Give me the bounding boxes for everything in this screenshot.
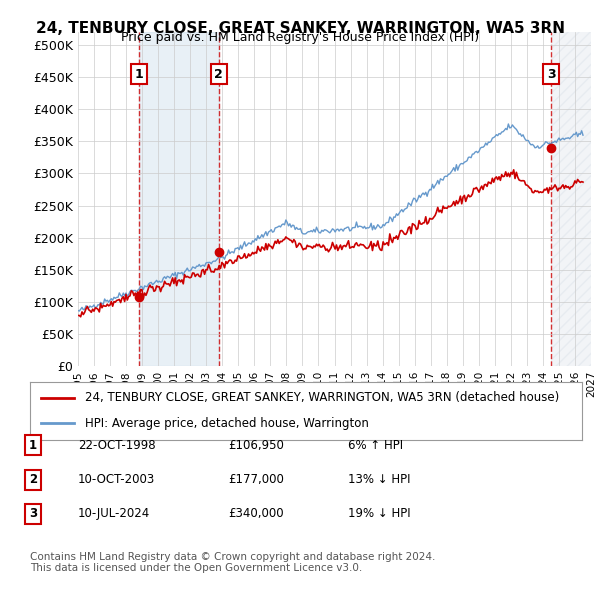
Text: £106,950: £106,950 bbox=[228, 439, 284, 452]
Text: 3: 3 bbox=[547, 68, 556, 81]
Text: 1: 1 bbox=[29, 439, 37, 452]
Text: Contains HM Land Registry data © Crown copyright and database right 2024.
This d: Contains HM Land Registry data © Crown c… bbox=[30, 552, 436, 573]
Text: HPI: Average price, detached house, Warrington: HPI: Average price, detached house, Warr… bbox=[85, 417, 369, 430]
Text: 1: 1 bbox=[135, 68, 143, 81]
Text: £340,000: £340,000 bbox=[228, 507, 284, 520]
Text: Price paid vs. HM Land Registry's House Price Index (HPI): Price paid vs. HM Land Registry's House … bbox=[121, 31, 479, 44]
Text: 24, TENBURY CLOSE, GREAT SANKEY, WARRINGTON, WA5 3RN: 24, TENBURY CLOSE, GREAT SANKEY, WARRING… bbox=[35, 21, 565, 35]
Text: 19% ↓ HPI: 19% ↓ HPI bbox=[348, 507, 410, 520]
Text: 10-JUL-2024: 10-JUL-2024 bbox=[78, 507, 150, 520]
Text: £177,000: £177,000 bbox=[228, 473, 284, 486]
Text: 10-OCT-2003: 10-OCT-2003 bbox=[78, 473, 155, 486]
Text: 6% ↑ HPI: 6% ↑ HPI bbox=[348, 439, 403, 452]
Text: 2: 2 bbox=[29, 473, 37, 486]
Text: 22-OCT-1998: 22-OCT-1998 bbox=[78, 439, 155, 452]
Bar bbox=[551, 32, 591, 366]
Text: 24, TENBURY CLOSE, GREAT SANKEY, WARRINGTON, WA5 3RN (detached house): 24, TENBURY CLOSE, GREAT SANKEY, WARRING… bbox=[85, 391, 559, 404]
Text: 13% ↓ HPI: 13% ↓ HPI bbox=[348, 473, 410, 486]
Text: 3: 3 bbox=[29, 507, 37, 520]
Text: 2: 2 bbox=[214, 68, 223, 81]
Bar bbox=[139, 32, 219, 366]
